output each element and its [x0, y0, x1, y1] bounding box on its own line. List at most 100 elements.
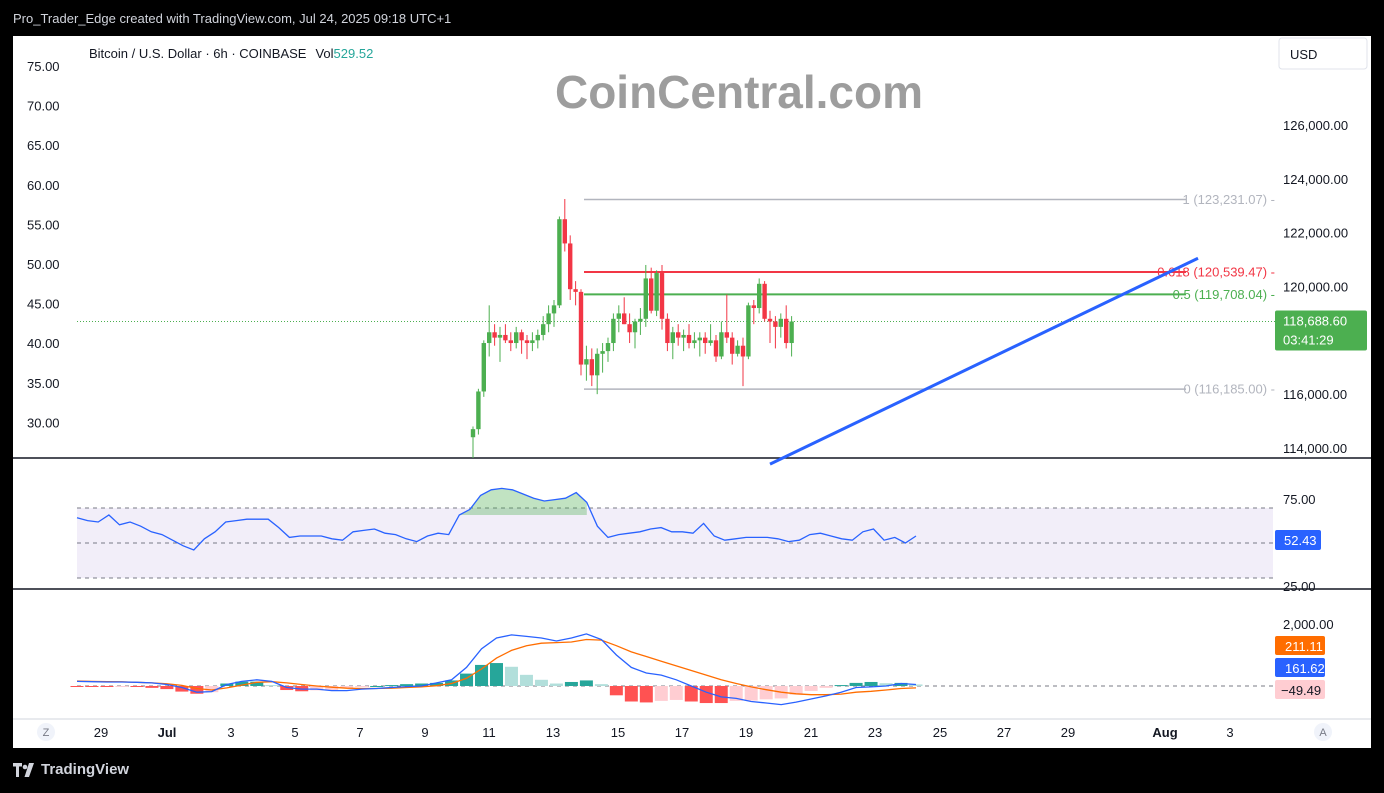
macd-histogram-bar	[534, 679, 548, 686]
macd-histogram-bar	[759, 686, 773, 700]
time-axis-label: Aug	[1152, 725, 1177, 740]
publish-header: Pro_Trader_Edge created with TradingView…	[0, 0, 1384, 36]
countdown-value: 03:41:29	[1283, 332, 1334, 347]
time-axis-label: Jul	[158, 725, 177, 740]
macd-histogram-bar	[430, 682, 444, 686]
fib-retracement[interactable]: 1 (123,231.07) - 0.618 (120,539.47) - 0.5 …	[584, 192, 1275, 397]
macd-histogram-bar	[804, 686, 818, 691]
candle-body	[584, 359, 589, 365]
time-axis-label: 27	[997, 725, 1011, 740]
left-axis-tick: 30.00	[27, 415, 60, 430]
candle-body	[757, 283, 762, 309]
tradingview-logo-icon	[13, 762, 34, 777]
macd-histogram-bar	[714, 686, 728, 704]
scroll-left-label: Z	[43, 727, 50, 739]
macd-histogram-bar	[849, 682, 863, 686]
candle-body	[530, 340, 535, 344]
rsi-band	[77, 508, 1273, 578]
candle-body	[514, 332, 519, 344]
candle-body	[508, 340, 513, 344]
signal-badge	[1275, 636, 1325, 655]
time-axis-label: 15	[611, 725, 625, 740]
candle-body	[708, 340, 713, 344]
histogram-badge	[1275, 680, 1325, 699]
tradingview-logo[interactable]: TradingView	[13, 761, 129, 778]
macd-histogram-bar	[894, 682, 908, 686]
macd-histogram-bar	[340, 686, 354, 689]
candle-body	[562, 219, 567, 244]
macd-histogram-bar	[370, 686, 384, 687]
macd-histogram-bar	[504, 666, 518, 686]
rsi-overbought-fill	[108, 488, 587, 515]
candle-body	[557, 219, 562, 306]
time-axis[interactable]: 29 Jul 3 5 7 9 11 13 15 17 19 21 23 25 27 29 Aug 3	[94, 725, 1234, 740]
price-axis[interactable]: 126,000.00 124,000.00 122,000.00 120,000.00…	[1283, 118, 1348, 456]
macd-histogram-bar	[175, 686, 189, 692]
time-axis-label: 5	[291, 725, 298, 740]
rsi-pane[interactable]: 75.00 25.00 52.43	[76, 487, 1321, 594]
chart-canvas[interactable]: CoinCentral.com Bitcoin / U.S. Dollar · …	[13, 36, 1371, 748]
left-axis-tick: 60.00	[27, 178, 60, 193]
candle-body	[784, 318, 789, 344]
candle-body	[638, 318, 643, 322]
macd-histogram-bar	[549, 683, 563, 686]
macd-pane[interactable]: 2,000.00 211.11 161.62 −49.49	[70, 617, 1334, 706]
candle-body	[524, 340, 530, 344]
candle-body	[622, 313, 627, 325]
macd-histogram-bar	[744, 686, 758, 701]
candle-body	[643, 278, 648, 319]
left-axis-tick: 40.00	[27, 336, 60, 351]
left-axis[interactable]: 75.00 70.00 65.00 60.00 55.00 50.00 45.00 40.00…	[27, 59, 60, 430]
candle-body	[551, 305, 557, 314]
auto-scale-button[interactable]: A	[1314, 723, 1332, 741]
candle-body	[589, 359, 594, 376]
macd-histogram-bar	[654, 686, 668, 701]
candle-body	[746, 305, 751, 357]
symbol-title: Bitcoin / U.S. Dollar · 6h · COINBASE	[89, 46, 307, 61]
time-axis-label: 21	[804, 725, 818, 740]
last-price-value: 118,688.60	[1283, 313, 1347, 328]
candle-body	[519, 332, 524, 341]
left-axis-tick: 75.00	[27, 59, 60, 74]
price-tick: 124,000.00	[1283, 172, 1348, 187]
trend-line[interactable]	[769, 256, 1199, 466]
candle-body	[546, 313, 551, 325]
histogram-badge-text: −49.49	[1281, 683, 1321, 698]
candle-body	[632, 321, 638, 333]
candle-body	[578, 291, 584, 365]
time-axis-label: 3	[1226, 725, 1233, 740]
macd-histogram-bar	[909, 684, 923, 686]
footer-brand: TradingView	[41, 761, 130, 778]
candle-body	[719, 332, 724, 357]
macd-histogram-bar	[250, 681, 264, 686]
rsi-value-text: 52.43	[1284, 533, 1317, 548]
volume-value: 529.52	[334, 46, 374, 61]
time-axis-label: 9	[421, 725, 428, 740]
rsi-tick-75: 75.00	[1283, 492, 1316, 507]
candle-body	[692, 340, 697, 344]
candle-body	[541, 324, 546, 335]
candle-body	[735, 345, 740, 354]
candle-body	[487, 332, 492, 344]
macd-histogram-bar	[789, 686, 803, 695]
last-price-badge: 118,688.60 03:41:29	[1275, 310, 1367, 351]
macd-histogram-bar	[415, 683, 429, 686]
signal-badge-text: 211.11	[1285, 639, 1323, 654]
publish-text: Pro_Trader_Edge created with TradingView…	[13, 11, 452, 26]
macd-histogram-bar	[669, 686, 683, 700]
price-tick: 116,000.00	[1283, 387, 1347, 402]
candle-body	[789, 321, 794, 344]
macd-histogram-bar	[325, 686, 339, 691]
macd-histogram-bar	[85, 686, 99, 687]
candle-body	[730, 337, 735, 354]
scroll-left-button[interactable]: Z	[37, 723, 55, 741]
candle-body	[476, 391, 481, 430]
candle-body	[481, 343, 486, 392]
candle-body	[703, 337, 708, 344]
candle-body	[595, 353, 600, 376]
price-pane[interactable]: 1 (123,231.07) - 0.618 (120,539.47) - 0.5 …	[77, 192, 1275, 466]
time-axis-label: 25	[933, 725, 947, 740]
chart-frame[interactable]: CoinCentral.com Bitcoin / U.S. Dollar · …	[13, 36, 1371, 748]
currency-button[interactable]: USD	[1278, 37, 1368, 70]
macd-histogram-bar	[400, 684, 414, 686]
